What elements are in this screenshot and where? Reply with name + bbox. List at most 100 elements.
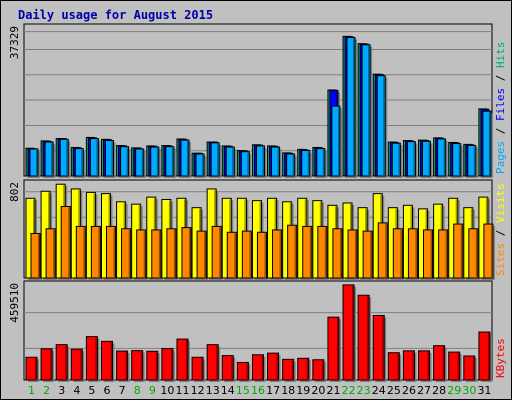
bar-sites-25	[392, 228, 403, 279]
bar-sites-19-side	[309, 227, 312, 278]
bar-sites-27-side	[430, 230, 433, 278]
bar-pages-8-side	[141, 149, 144, 176]
bar-kbytes-25-side	[397, 353, 399, 380]
bar-sites-16-side	[264, 233, 266, 278]
x-tick-label-10: 10	[160, 384, 174, 397]
legend-kbytes-kbytes: KBytes	[494, 338, 507, 378]
x-tick-label-27: 27	[417, 384, 431, 397]
bar-kbytes-6	[100, 340, 113, 381]
bar-kbytes-22-side	[352, 285, 354, 380]
bar-kbytes-12-side	[201, 358, 203, 380]
bar-pages-28	[437, 138, 447, 177]
bar-kbytes-15-side	[246, 363, 248, 380]
bar-sites-7	[121, 228, 132, 279]
bar-pages-28-side	[443, 139, 446, 176]
bar-kbytes-11-side	[185, 340, 188, 380]
bar-kbytes-16	[251, 354, 264, 381]
bar-kbytes-3-side	[65, 345, 67, 380]
bar-kbytes-17	[267, 352, 280, 381]
bar-pages-18	[286, 153, 296, 177]
legend-sites-visits-visits: Visits	[494, 183, 507, 223]
bar-pages-19	[301, 150, 311, 177]
bar-kbytes-26	[402, 350, 415, 381]
bar-sites-7-side	[128, 229, 131, 278]
bar-pages-31-side	[488, 112, 491, 176]
bar-kbytes-10	[161, 348, 174, 381]
bar-sites-12-side	[204, 232, 206, 278]
bar-kbytes-22	[342, 284, 355, 381]
bar-sites-18-side	[294, 226, 297, 278]
bar-kbytes-24-side	[382, 316, 384, 380]
bar-pages-21	[331, 105, 341, 177]
bar-kbytes-26-side	[412, 351, 414, 380]
bar-sites-27	[423, 229, 434, 279]
bar-sites-18	[287, 224, 298, 279]
bar-sites-14	[226, 231, 237, 279]
x-tick-label-25: 25	[387, 384, 401, 397]
bar-sites-30	[468, 228, 479, 279]
bar-kbytes-31-side	[487, 333, 490, 380]
bar-pages-19-side	[307, 151, 310, 176]
x-tick-label-8: 8	[134, 384, 141, 397]
bar-kbytes-19	[297, 357, 310, 381]
bar-pages-7	[120, 146, 130, 177]
bar-kbytes-9	[146, 350, 159, 381]
legend-sites-visits: Sites / Visits	[494, 183, 507, 276]
bar-sites-3-side	[68, 207, 70, 278]
bar-pages-15	[240, 151, 250, 177]
bar-sites-6-side	[113, 227, 115, 278]
x-tick-label-6: 6	[104, 384, 111, 397]
bar-pages-21-side	[337, 107, 340, 176]
bar-kbytes-28	[433, 345, 446, 381]
bar-sites-1	[30, 232, 41, 279]
bar-sites-13	[211, 225, 222, 279]
bar-pages-7-side	[126, 147, 129, 176]
bar-sites-1-side	[38, 234, 40, 278]
bar-sites-29-side	[460, 225, 463, 278]
bar-pages-10-side	[171, 147, 174, 176]
bar-pages-6	[104, 140, 114, 177]
bar-pages-13	[210, 142, 220, 177]
bar-pages-11-side	[186, 141, 189, 176]
bar-sites-22	[347, 229, 358, 279]
bar-pages-18-side	[292, 155, 295, 176]
bar-kbytes-2-side	[50, 349, 52, 380]
bar-pages-30-side	[473, 146, 476, 176]
bar-pages-6-side	[111, 141, 113, 176]
bar-kbytes-27	[418, 350, 431, 381]
x-tick-label-13: 13	[206, 384, 220, 397]
bar-kbytes-4-side	[80, 350, 82, 380]
bar-kbytes-29	[448, 351, 461, 381]
bar-kbytes-11	[176, 338, 189, 381]
bar-pages-23	[361, 44, 371, 177]
bar-pages-26	[406, 141, 416, 177]
legend-pages-files-hits-separator: /	[494, 68, 507, 88]
bar-sites-24	[377, 222, 388, 279]
bar-kbytes-28-side	[442, 346, 445, 380]
bar-sites-4	[75, 225, 86, 279]
x-tick-label-17: 17	[266, 384, 280, 397]
x-tick-label-1: 1	[28, 384, 35, 397]
bar-kbytes-8-side	[140, 351, 143, 380]
bar-pages-5-side	[96, 139, 98, 176]
bar-pages-13-side	[217, 143, 219, 176]
bar-sites-30-side	[475, 229, 478, 278]
bar-kbytes-19-side	[306, 359, 309, 380]
bar-sites-24-side	[385, 223, 387, 278]
bar-kbytes-14	[221, 355, 234, 381]
bar-kbytes-25	[387, 352, 400, 381]
bar-kbytes-20	[312, 359, 325, 381]
bar-sites-15	[241, 230, 252, 279]
bar-pages-5	[89, 138, 99, 177]
bar-kbytes-18-side	[291, 360, 294, 380]
x-tick-label-24: 24	[372, 384, 386, 397]
bar-kbytes-7	[116, 350, 129, 381]
bar-pages-20	[316, 148, 326, 177]
bar-sites-21	[332, 228, 343, 279]
x-tick-label-3: 3	[58, 384, 65, 397]
bar-pages-3	[59, 138, 69, 177]
chart-title: Daily usage for August 2015	[18, 8, 214, 22]
bar-sites-2-side	[53, 229, 55, 278]
bar-sites-9-side	[158, 230, 161, 278]
